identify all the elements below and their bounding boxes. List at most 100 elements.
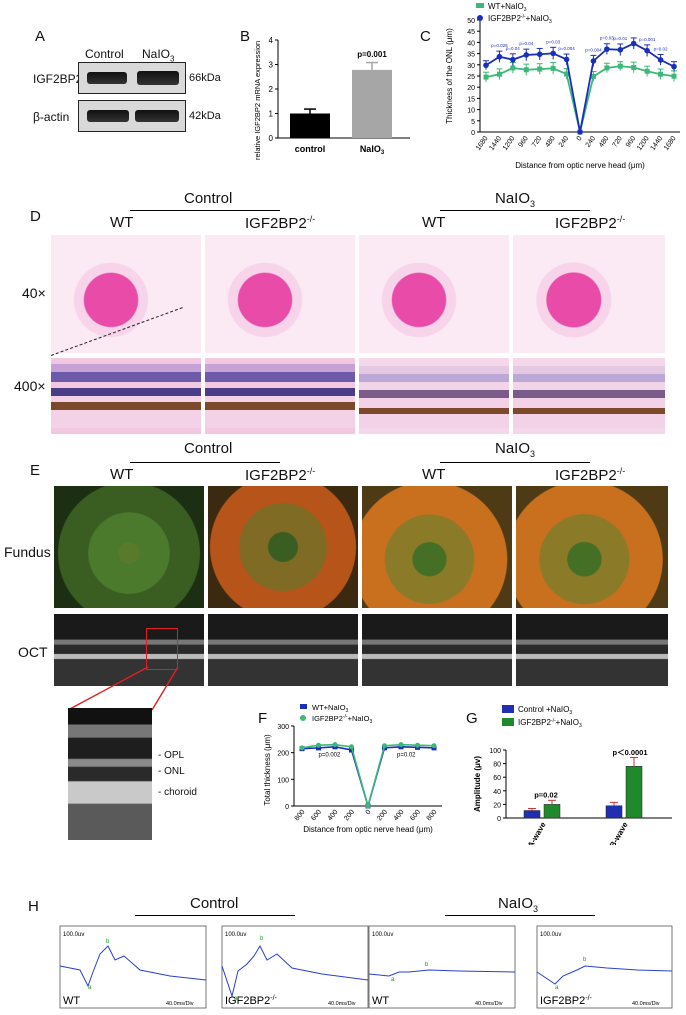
h-group-control: Control bbox=[190, 895, 239, 912]
panel-f-letter: F bbox=[258, 710, 268, 727]
erg-peak-a: a bbox=[234, 996, 238, 1002]
c-legend-1: IGF2BP2-/-+NaIO3 bbox=[488, 14, 552, 25]
b-ytick-label: 1 bbox=[269, 110, 274, 119]
b-pvalue: p=0.001 bbox=[357, 50, 387, 59]
f-ytick-label: 300 bbox=[277, 724, 289, 731]
b-bar-0 bbox=[290, 113, 330, 138]
f-point bbox=[382, 743, 387, 749]
c-point bbox=[658, 71, 664, 77]
b-ytick-label: 2 bbox=[269, 85, 274, 94]
f-ylabel: Total thickness (μm) bbox=[263, 734, 272, 806]
f-point bbox=[332, 742, 338, 748]
b-ytick-label: 4 bbox=[269, 36, 274, 45]
oct-ko-naio3 bbox=[516, 614, 668, 686]
panel-d-letter: D bbox=[30, 208, 41, 225]
b-ytick-label: 3 bbox=[269, 61, 274, 70]
f-xtick-label: 200 bbox=[343, 809, 356, 823]
erg-peak-b: b bbox=[106, 939, 110, 945]
panel-b-letter: B bbox=[240, 28, 251, 45]
g-bar bbox=[543, 804, 561, 819]
erg-scale-label: 100.0uv bbox=[63, 932, 84, 938]
panel-h-letter: H bbox=[28, 898, 39, 915]
erg-trace-3 bbox=[536, 965, 673, 985]
c-annotation: p=0.04 bbox=[519, 41, 533, 46]
chart-b: 0 1 2 3 4 control NaIO3 p=0.001 relative IGF2BP2… bbox=[253, 36, 410, 160]
d-col-ko1: IGF2BP2-/- bbox=[245, 214, 316, 232]
e-col-wt1: WT bbox=[110, 466, 134, 483]
erg-scale-label: 100.0uv bbox=[225, 932, 246, 938]
g-legend-marker-0 bbox=[502, 705, 514, 713]
e-col-ko2: IGF2BP2-/- bbox=[555, 466, 626, 484]
g-ytick-label: 80 bbox=[493, 762, 501, 769]
erg-scale-label: 100.0uv bbox=[372, 932, 393, 938]
d-row-40x: 40× bbox=[22, 285, 46, 301]
c-point bbox=[496, 53, 503, 60]
erg-peak-a: a bbox=[88, 985, 92, 991]
f-p-right: p=0.02 bbox=[397, 753, 416, 759]
panel-c-letter: C bbox=[420, 28, 431, 45]
g-ytick-label: 100 bbox=[489, 748, 501, 755]
c-point bbox=[550, 50, 556, 57]
f-xtick-label: 800 bbox=[426, 809, 439, 823]
c-legend-marker-0 bbox=[476, 3, 484, 8]
c-point bbox=[604, 65, 610, 71]
g-legend-1: IGF2BP2-/-+NaIO3 bbox=[518, 718, 582, 729]
f-point bbox=[431, 743, 437, 749]
c-ytick-label: 40 bbox=[467, 40, 475, 47]
zoom-label-onl: - ONL bbox=[158, 766, 185, 777]
erg-time-label: 40.0ms/Div bbox=[632, 1001, 660, 1007]
c-point bbox=[523, 52, 530, 58]
d-group-naio3: NaIO3 bbox=[495, 190, 536, 209]
c-xtick-label: 240 bbox=[585, 135, 597, 149]
c-xtick-label: 1680 bbox=[663, 135, 678, 152]
d-col-ko2: IGF2BP2-/- bbox=[555, 214, 626, 232]
c-xtick-label: 1680 bbox=[475, 135, 490, 152]
blot-size-66: 66kDa bbox=[189, 72, 221, 84]
he-400x-wt-control bbox=[51, 358, 201, 434]
blot-col-control: Control bbox=[85, 47, 124, 61]
c-point bbox=[537, 66, 543, 72]
g-ytick-label: 40 bbox=[493, 789, 501, 796]
c-xtick-label: 1440 bbox=[650, 135, 665, 152]
c-point bbox=[604, 46, 610, 52]
e-row-fundus: Fundus bbox=[4, 544, 51, 560]
c-point bbox=[564, 71, 570, 77]
erg-peak-b: b bbox=[583, 957, 587, 963]
e-group-naio3: NaIO3 bbox=[495, 440, 536, 459]
g-legend-marker-1 bbox=[502, 718, 514, 726]
he-400x-ko-control bbox=[205, 358, 355, 434]
c-annotation: p=0.03 bbox=[546, 39, 560, 44]
erg-time-label: 40.0ms/Div bbox=[475, 1001, 503, 1007]
g-ytick-label: 0 bbox=[497, 816, 501, 823]
blot-row-igf2bp2: IGF2BP2 bbox=[33, 72, 83, 86]
erg-time-label: 40.0ms/Div bbox=[166, 1001, 194, 1007]
f-point bbox=[365, 803, 371, 809]
c-line-1 bbox=[485, 42, 675, 133]
c-xtick-label: 960 bbox=[625, 135, 637, 149]
c-xlabel: Distance from optic nerve head (μm) bbox=[515, 161, 645, 170]
he-400x-ko-naio3 bbox=[513, 358, 665, 434]
b-ytick-label: 0 bbox=[269, 134, 274, 143]
c-point bbox=[671, 63, 677, 70]
c-ytick-label: 0 bbox=[471, 130, 475, 137]
c-ytick-label: 50 bbox=[467, 18, 475, 25]
d-group-control: Control bbox=[184, 190, 233, 207]
erg-scale-label: 100.0uv bbox=[540, 932, 561, 938]
e-col-wt2: WT bbox=[422, 466, 446, 483]
c-point bbox=[671, 73, 677, 79]
blot-igf2bp2 bbox=[78, 62, 186, 94]
g-p-a: p=0.02 bbox=[534, 791, 558, 800]
oct-ko-control bbox=[208, 614, 358, 686]
c-point bbox=[577, 129, 583, 135]
fundus-ko-naio3 bbox=[516, 486, 668, 608]
he-400x-wt-naio3 bbox=[359, 358, 509, 434]
c-annotation: p=0.03 bbox=[600, 36, 614, 41]
d-col-wt2: WT bbox=[422, 214, 446, 231]
c-annotation: p=0.004 bbox=[558, 46, 575, 51]
d-line-naio3 bbox=[440, 210, 590, 211]
c-point bbox=[630, 40, 637, 47]
erg-wt-control bbox=[59, 925, 207, 1009]
c-annotation: p=0.026 bbox=[491, 43, 508, 48]
c-xtick-label: 480 bbox=[544, 135, 556, 149]
